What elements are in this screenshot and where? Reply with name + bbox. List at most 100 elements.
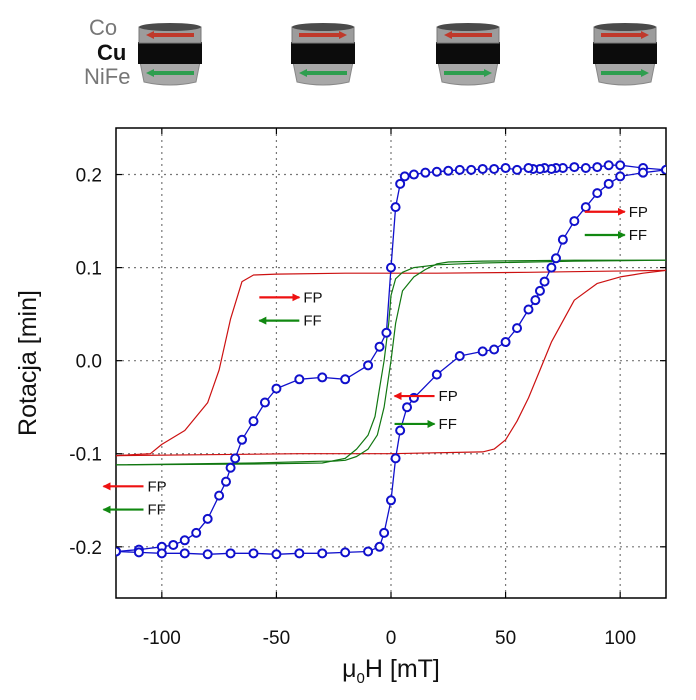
data-point xyxy=(363,360,374,371)
data-point xyxy=(569,216,580,227)
data-point xyxy=(592,188,603,199)
nife-magnetization-arrow-head xyxy=(146,69,154,77)
data-point xyxy=(395,178,406,189)
x-axis-title: μ0H [mT] xyxy=(342,655,440,687)
co-magnetization-arrow-head xyxy=(641,31,649,39)
data-point xyxy=(317,372,328,383)
y-tick-label: 0.2 xyxy=(76,166,102,187)
layer-stack-icons xyxy=(138,23,657,86)
data-point xyxy=(557,234,568,245)
annotation-label: FP xyxy=(303,289,322,306)
plot-area: FP FF FP FF FP FF FP FF -100 -50 0 50 100 -0.2 -0.1 0.… xyxy=(69,127,667,649)
data-point xyxy=(534,285,545,296)
data-point xyxy=(603,178,614,189)
data-point xyxy=(191,527,202,538)
layer-label-co: Co xyxy=(89,15,117,40)
annotation-ff: FF xyxy=(584,227,647,244)
annotation-fp: FP xyxy=(102,478,167,495)
data-point xyxy=(489,344,500,355)
data-point xyxy=(592,162,603,173)
data-point xyxy=(374,541,385,552)
fp-curve xyxy=(116,269,666,457)
data-point xyxy=(546,262,557,273)
data-point xyxy=(638,167,649,178)
y-tick-label: 0.0 xyxy=(76,352,102,373)
data-point xyxy=(500,163,511,174)
data-point xyxy=(386,495,396,506)
x-tick-label: -50 xyxy=(263,628,290,649)
data-point xyxy=(431,369,442,380)
data-point xyxy=(661,164,666,175)
ff-curve xyxy=(116,259,666,466)
data-point xyxy=(340,374,351,385)
data-point xyxy=(530,295,541,306)
nife-magnetization-arrow-head xyxy=(484,69,492,77)
data-point xyxy=(580,163,591,174)
data-point xyxy=(363,546,374,557)
data-point xyxy=(381,327,392,338)
data-point xyxy=(179,535,190,546)
layer-stack-icon xyxy=(291,23,355,86)
co-magnetization-arrow-head xyxy=(339,31,347,39)
y-axis-title: Rotacja [min] xyxy=(14,290,42,436)
x-tick-label: 0 xyxy=(386,628,397,649)
data-point xyxy=(386,262,396,273)
data-point xyxy=(551,253,561,264)
data-point xyxy=(294,374,305,385)
data-point xyxy=(477,163,488,174)
layer-stack-icon xyxy=(593,23,657,86)
data-point xyxy=(420,167,431,178)
layer-stack-icon xyxy=(138,23,202,86)
data-point xyxy=(271,549,282,560)
annotation-label: FF xyxy=(439,416,457,433)
data-point xyxy=(539,276,550,287)
data-point xyxy=(230,453,241,464)
data-point xyxy=(225,462,236,473)
data-point xyxy=(214,490,225,501)
data-point xyxy=(477,346,488,357)
data-point xyxy=(221,476,231,487)
cu-layer xyxy=(436,42,500,64)
layer-label-nife: NiFe xyxy=(84,64,130,89)
cu-layer xyxy=(291,42,355,64)
co-layer-top xyxy=(139,23,201,31)
data-point xyxy=(225,548,236,559)
y-tick-label: 0.1 xyxy=(76,259,102,280)
y-tick-label: -0.1 xyxy=(69,445,102,466)
data-point xyxy=(248,416,259,427)
x-tick-label: 50 xyxy=(495,628,516,649)
annotation-fp: FP xyxy=(393,388,458,405)
data-point xyxy=(116,546,121,557)
data-point xyxy=(379,527,390,538)
cu-layer xyxy=(138,42,202,64)
data-point xyxy=(271,383,282,394)
data-point xyxy=(523,304,534,315)
data-point xyxy=(580,202,591,213)
data-point xyxy=(454,164,465,175)
data-point xyxy=(237,434,248,445)
data-point xyxy=(466,164,477,175)
data-point xyxy=(399,171,410,182)
data-point xyxy=(248,548,259,559)
x-tick-label: -100 xyxy=(143,628,181,649)
data-point xyxy=(168,539,179,550)
x-tick-label: 100 xyxy=(604,628,636,649)
data-point xyxy=(500,337,511,348)
data-point xyxy=(454,351,465,362)
annotation-label: FF xyxy=(303,313,321,330)
data-point xyxy=(512,323,523,334)
data-point xyxy=(390,202,401,213)
data-point xyxy=(202,549,213,560)
axis-ticks: -100 -50 0 50 100 -0.2 -0.1 0.0 0.1 0.2 xyxy=(69,128,666,649)
data-point xyxy=(317,548,328,559)
data-point xyxy=(615,160,626,171)
layer-labels: Co Cu NiFe xyxy=(84,15,130,89)
annotation-label: FP xyxy=(148,478,167,495)
layer-stack-icon xyxy=(436,23,500,86)
annotation-label: FF xyxy=(629,227,647,244)
layer-label-cu: Cu xyxy=(97,40,126,65)
data-point xyxy=(512,164,523,175)
annotation-label: FF xyxy=(148,502,166,519)
fp-curve xyxy=(116,269,666,457)
